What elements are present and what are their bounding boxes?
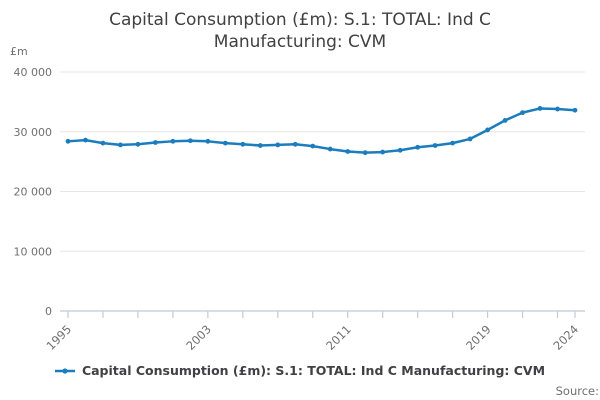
data-point[interactable] [100, 140, 106, 146]
x-tick-label: 2003 [183, 322, 214, 353]
data-point[interactable] [467, 136, 473, 142]
data-point[interactable] [450, 140, 456, 146]
data-point[interactable] [502, 117, 508, 123]
x-tick-label: 1995 [44, 322, 75, 353]
y-tick-label: 10 000 [14, 245, 53, 258]
series-line [66, 107, 577, 154]
data-point[interactable] [362, 150, 368, 156]
data-point[interactable] [572, 107, 578, 113]
data-point[interactable] [292, 141, 298, 147]
chart-title: Capital Consumption (£m): S.1: TOTAL: In… [0, 9, 600, 53]
data-point[interactable] [415, 144, 421, 150]
data-point[interactable] [65, 138, 71, 144]
data-point[interactable] [345, 149, 351, 154]
data-point[interactable] [380, 149, 386, 155]
y-tick-label: 20 000 [14, 186, 53, 199]
data-point[interactable] [432, 143, 438, 148]
x-tick-label: 2011 [323, 322, 354, 353]
y-tick-label: 0 [45, 305, 52, 318]
data-point[interactable] [555, 106, 560, 112]
data-point[interactable] [222, 140, 228, 146]
y-tick-label: 40 000 [14, 66, 53, 79]
legend: Capital Consumption (£m): S.1: TOTAL: In… [0, 363, 600, 378]
data-point[interactable] [310, 143, 316, 149]
y-axis-unit-label: £m [10, 45, 28, 58]
source-label: Source: [555, 384, 599, 398]
data-point[interactable] [83, 137, 88, 143]
data-point[interactable] [205, 138, 211, 144]
legend-label: Capital Consumption (£m): S.1: TOTAL: In… [81, 363, 546, 378]
plot-area: 0 10 000 20 000 30 000 40 000 1995 2003 2011 201… [14, 66, 585, 353]
x-tick-label: 2024 [551, 322, 582, 353]
data-point[interactable] [135, 141, 141, 147]
data-point[interactable] [118, 142, 123, 148]
data-point[interactable] [170, 138, 176, 144]
data-point[interactable] [485, 127, 490, 133]
chart-title-line2: Manufacturing: CVM [213, 32, 387, 52]
y-tick-label: 30 000 [14, 126, 53, 139]
x-tick-label: 2019 [463, 322, 494, 353]
data-point[interactable] [153, 140, 158, 145]
data-point[interactable] [275, 142, 281, 148]
data-point[interactable] [537, 106, 543, 111]
data-point[interactable] [257, 143, 263, 148]
data-point[interactable] [520, 110, 525, 116]
data-point[interactable] [397, 147, 403, 153]
data-point[interactable] [187, 138, 193, 144]
legend-line-marker-icon [54, 367, 75, 374]
chart-title-line1: Capital Consumption (£m): S.1: TOTAL: In… [109, 10, 491, 30]
data-point[interactable] [240, 141, 246, 147]
data-point[interactable] [327, 146, 333, 152]
